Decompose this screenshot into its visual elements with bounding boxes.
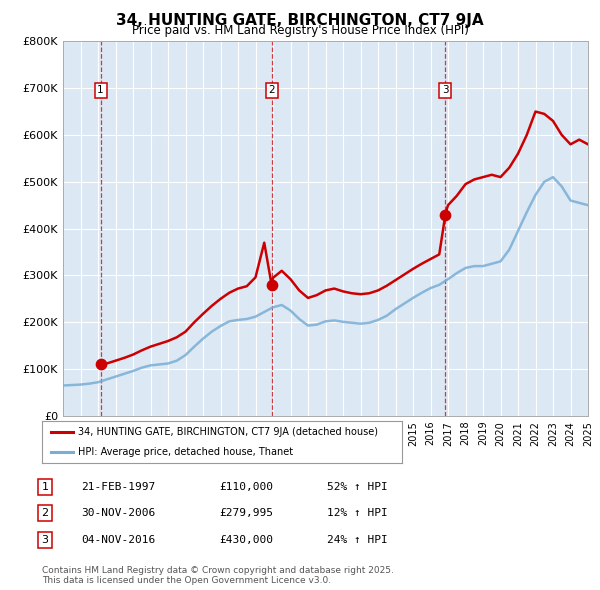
Text: 30-NOV-2006: 30-NOV-2006 (81, 509, 155, 518)
Text: 3: 3 (41, 535, 49, 545)
Point (440, 210, 450, 219)
Text: 52% ↑ HPI: 52% ↑ HPI (327, 482, 388, 491)
Point (96, 360, 106, 369)
Text: 2: 2 (41, 509, 49, 518)
Text: Contains HM Land Registry data © Crown copyright and database right 2025.
This d: Contains HM Land Registry data © Crown c… (42, 566, 394, 585)
Text: 34, HUNTING GATE, BIRCHINGTON, CT7 9JA (detached house): 34, HUNTING GATE, BIRCHINGTON, CT7 9JA (… (78, 427, 378, 437)
Text: 1: 1 (97, 86, 104, 96)
Text: 2: 2 (268, 86, 275, 96)
Text: 04-NOV-2016: 04-NOV-2016 (81, 535, 155, 545)
Text: 21-FEB-1997: 21-FEB-1997 (81, 482, 155, 491)
Text: Price paid vs. HM Land Registry's House Price Index (HPI): Price paid vs. HM Land Registry's House … (131, 24, 469, 37)
Text: HPI: Average price, detached house, Thanet: HPI: Average price, detached house, Than… (78, 447, 293, 457)
Text: £279,995: £279,995 (219, 509, 273, 518)
Text: 24% ↑ HPI: 24% ↑ HPI (327, 535, 388, 545)
Text: £430,000: £430,000 (219, 535, 273, 545)
Text: 1: 1 (41, 482, 49, 491)
Text: £110,000: £110,000 (219, 482, 273, 491)
Text: 3: 3 (442, 86, 449, 96)
Text: 34, HUNTING GATE, BIRCHINGTON, CT7 9JA: 34, HUNTING GATE, BIRCHINGTON, CT7 9JA (116, 13, 484, 28)
Point (267, 280, 277, 290)
Text: 12% ↑ HPI: 12% ↑ HPI (327, 509, 388, 518)
